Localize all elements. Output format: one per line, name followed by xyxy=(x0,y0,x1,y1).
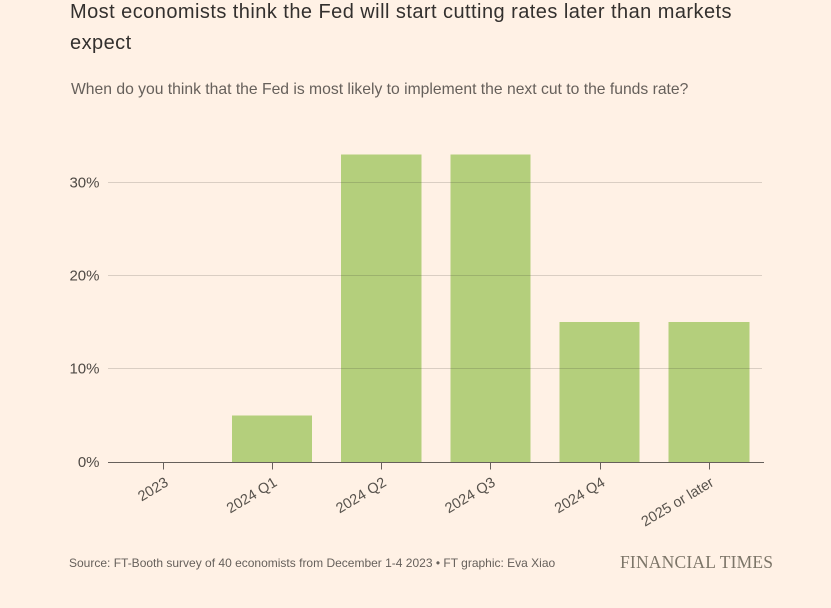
svg-text:2024 Q4: 2024 Q4 xyxy=(552,475,608,517)
svg-text:2025 or later: 2025 or later xyxy=(639,475,717,531)
svg-text:2024 Q2: 2024 Q2 xyxy=(333,475,389,517)
svg-text:2024 Q1: 2024 Q1 xyxy=(224,475,280,517)
svg-text:2023: 2023 xyxy=(135,475,171,505)
svg-text:10%: 10% xyxy=(69,361,99,378)
svg-text:20%: 20% xyxy=(69,268,99,285)
svg-text:30%: 30% xyxy=(69,175,99,192)
svg-text:2024 Q3: 2024 Q3 xyxy=(442,475,498,517)
svg-text:0%: 0% xyxy=(78,454,100,471)
